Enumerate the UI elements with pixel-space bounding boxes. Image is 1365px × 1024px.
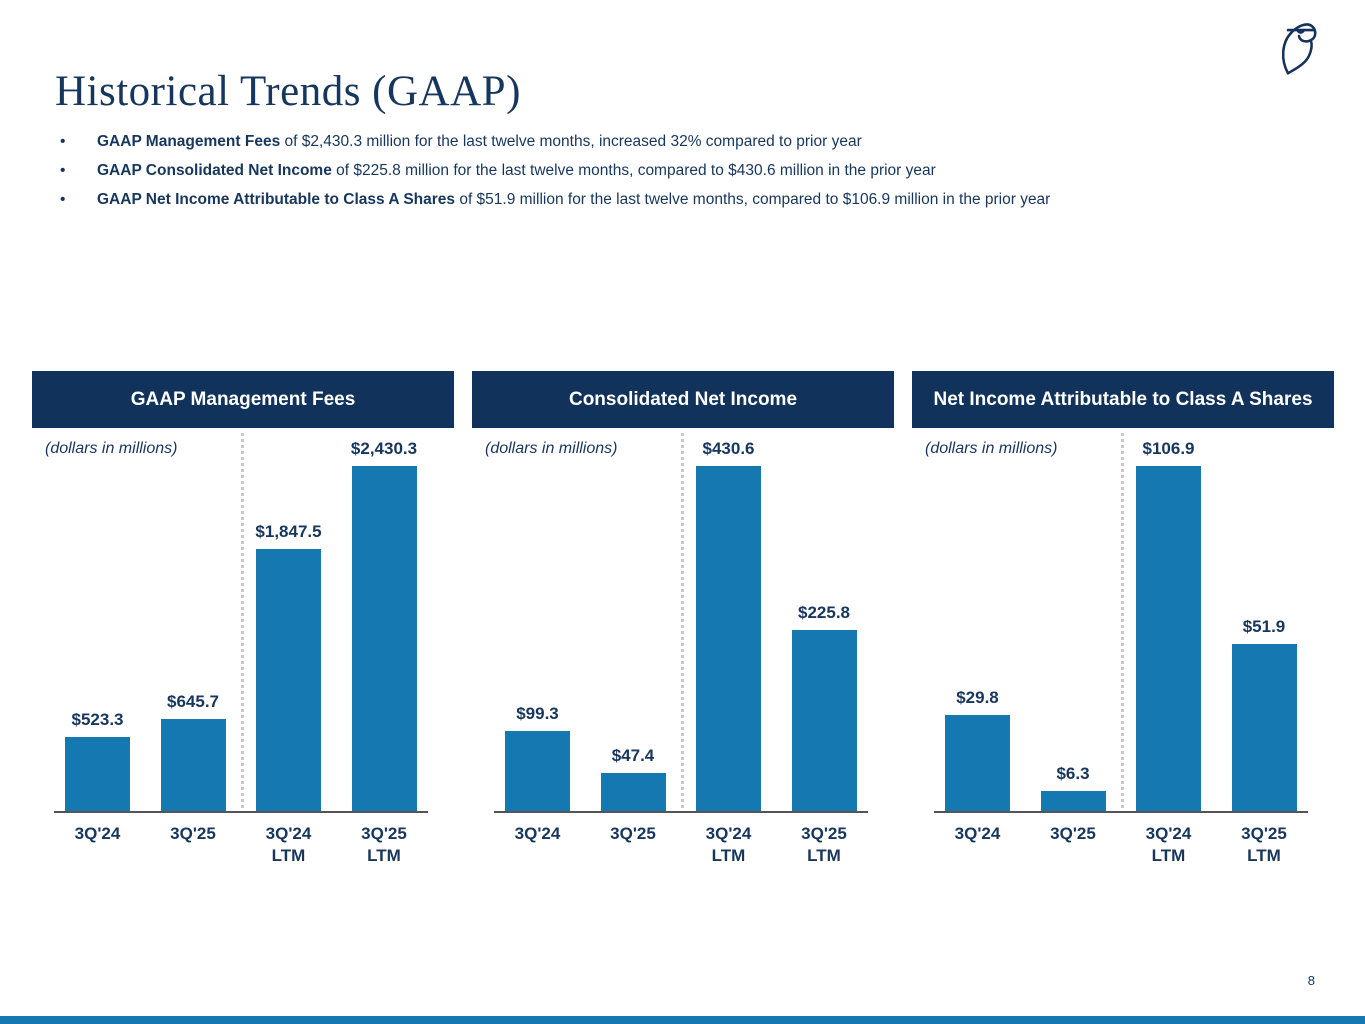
bar xyxy=(600,773,666,811)
period-divider-line xyxy=(1121,433,1124,808)
chart-panel-consolidated-net-income: Consolidated Net Income (dollars in mill… xyxy=(472,371,894,877)
bar xyxy=(1136,466,1201,811)
period-divider-line xyxy=(241,433,244,808)
axis-category-label: 3Q'24 xyxy=(514,824,561,843)
axis-labels-row: 3Q'24 3Q'25 3Q'24 LTM 3Q'25 LTM xyxy=(32,813,454,877)
chart-panel-net-income-class-a: Net Income Attributable to Class A Share… xyxy=(912,371,1334,877)
bar xyxy=(505,731,570,811)
bar-value-label: $225.8 xyxy=(798,603,850,622)
axis-category-label: 3Q'25 xyxy=(1050,824,1096,843)
page-number: 8 xyxy=(1307,973,1315,988)
chart-title-text: Net Income Attributable to Class A Share… xyxy=(933,388,1313,410)
bar-value-label: $2,430.3 xyxy=(350,439,418,458)
bar-value-label: $645.7 xyxy=(167,692,219,711)
axis-category-label: 3Q'25 LTM xyxy=(801,824,847,866)
bullet-item: • GAAP Consolidated Net Income of $225.8… xyxy=(56,161,1296,180)
chart-title-text: Consolidated Net Income xyxy=(568,388,798,410)
bar xyxy=(1231,644,1297,811)
x-axis-line xyxy=(54,811,428,813)
bullet-marker: • xyxy=(60,162,66,179)
bar-value-label: $523.3 xyxy=(71,710,124,729)
bullet-marker: • xyxy=(60,133,66,150)
bar-value-label: $6.3 xyxy=(1056,764,1090,783)
page-title: Historical Trends (GAAP) xyxy=(55,67,521,115)
bar-value-label: $47.4 xyxy=(611,746,655,765)
axis-category-label: 3Q'25 xyxy=(610,824,656,843)
bar-value-label: $106.9 xyxy=(1142,439,1195,458)
bar-value-label: $29.8 xyxy=(956,688,999,707)
chart-units-note: (dollars in millions) xyxy=(925,440,1058,457)
axis-category-label: 3Q'25 LTM xyxy=(361,824,407,866)
x-axis-line xyxy=(494,811,868,813)
x-axis-line xyxy=(934,811,1308,813)
axis-category-label: 3Q'24 xyxy=(74,824,121,843)
chart-units-note: (dollars in millions) xyxy=(485,440,618,457)
footer-accent-bar xyxy=(0,1016,1365,1024)
bar xyxy=(696,466,761,811)
owl-logo-icon xyxy=(1281,23,1317,75)
period-divider-line xyxy=(681,433,684,808)
bullet-marker: • xyxy=(60,191,66,208)
bar-value-label: $430.6 xyxy=(702,439,755,458)
plot-area: (dollars in millions) $99.3 $47.4 $430.6 $2… xyxy=(472,428,894,813)
plot-area: (dollars in millions) $29.8 $6.3 $106.9 $51… xyxy=(912,428,1334,813)
bullet-text: GAAP Net Income Attributable to Class A … xyxy=(97,191,1051,208)
bullet-text: GAAP Management Fees of $2,430.3 million… xyxy=(97,133,862,150)
axis-labels-row: 3Q'24 3Q'25 3Q'24 LTM 3Q'25 LTM xyxy=(912,813,1334,877)
bullet-item: • GAAP Management Fees of $2,430.3 milli… xyxy=(56,132,1296,151)
bar xyxy=(791,630,857,811)
bar-value-label: $99.3 xyxy=(516,704,559,723)
bar xyxy=(160,719,226,811)
axis-category-label: 3Q'24 LTM xyxy=(705,824,752,866)
axis-category-label: 3Q'24 LTM xyxy=(265,824,312,866)
charts-row: GAAP Management Fees (dollars in million… xyxy=(32,371,1334,877)
axis-category-label: 3Q'25 LTM xyxy=(1241,824,1287,866)
chart-panel-management-fees: GAAP Management Fees (dollars in million… xyxy=(32,371,454,877)
bullet-list: • GAAP Management Fees of $2,430.3 milli… xyxy=(56,132,1296,219)
axis-labels-row: 3Q'24 3Q'25 3Q'24 LTM 3Q'25 LTM xyxy=(472,813,894,877)
bar-value-label: $51.9 xyxy=(1242,617,1286,636)
chart-title-text: GAAP Management Fees xyxy=(130,388,356,410)
bar xyxy=(1040,791,1106,811)
bar xyxy=(65,737,130,811)
chart-title: GAAP Management Fees xyxy=(32,371,454,428)
chart-title: Consolidated Net Income xyxy=(472,371,894,428)
bullet-item: • GAAP Net Income Attributable to Class … xyxy=(56,190,1296,209)
bar xyxy=(256,549,321,811)
plot-area: (dollars in millions) $523.3 $645.7 $1,847… xyxy=(32,428,454,813)
bullet-text: GAAP Consolidated Net Income of $225.8 m… xyxy=(97,162,936,179)
axis-category-label: 3Q'24 xyxy=(954,824,1001,843)
bar-value-label: $1,847.5 xyxy=(255,522,322,541)
axis-category-label: 3Q'24 LTM xyxy=(1145,824,1192,866)
bar xyxy=(351,466,417,811)
chart-units-note: (dollars in millions) xyxy=(45,440,178,457)
bar xyxy=(945,715,1010,811)
chart-title: Net Income Attributable to Class A Share… xyxy=(912,371,1334,428)
axis-category-label: 3Q'25 xyxy=(170,824,216,843)
